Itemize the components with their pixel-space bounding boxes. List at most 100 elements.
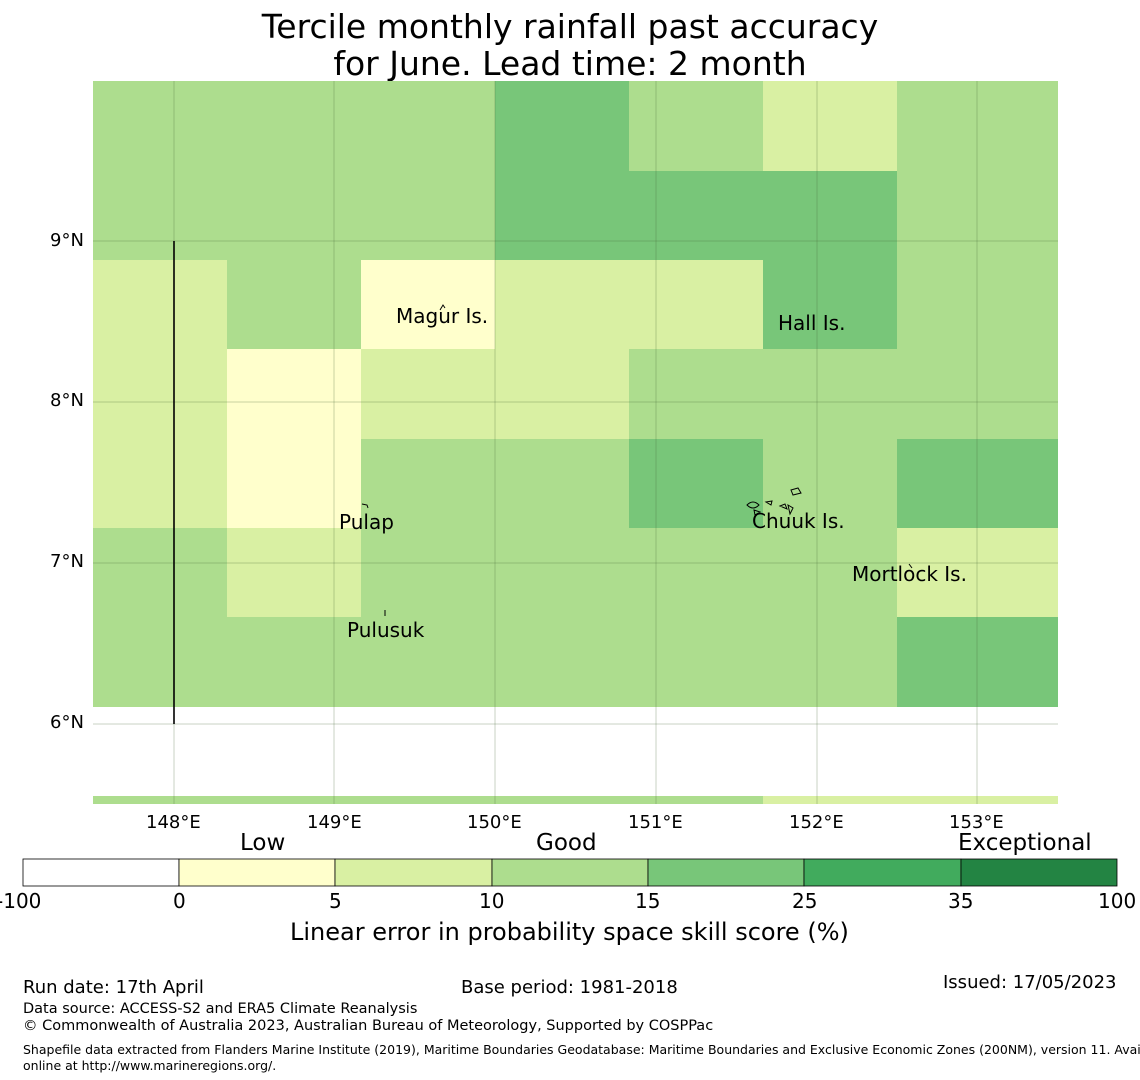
lat-tick-label: 9°N: [50, 230, 84, 251]
grid-cell: [361, 349, 495, 439]
grid-cell: [361, 171, 495, 260]
grid-cell: [763, 796, 897, 804]
grid-cell: [495, 349, 629, 439]
grid-cell: [93, 349, 227, 439]
grid-cell: [495, 171, 629, 260]
grid-cell: [361, 260, 495, 349]
lon-tick-label: 153°E: [949, 812, 1004, 833]
grid-cell: [227, 796, 361, 804]
shapefile-credit-line2: online at http://www.marineregions.org/.: [23, 1058, 277, 1073]
colorbar-segment: [491, 858, 649, 887]
pulap-outline: [361, 503, 369, 509]
island-outlines: [361, 304, 913, 616]
copyright: © Commonwealth of Australia 2023, Austra…: [23, 1018, 714, 1034]
grid-cell: [495, 81, 629, 171]
colorbar-title: Linear error in probability space skill …: [290, 918, 849, 946]
grid-cell: [629, 617, 763, 707]
mortlock-outline: [908, 563, 913, 569]
grid-cell: [629, 349, 763, 439]
grid-cell: [495, 796, 629, 804]
grid-cell: [93, 81, 227, 171]
grid-cell: [93, 528, 227, 617]
colorbar-category-good: Good: [536, 830, 597, 856]
grid-cell: [629, 439, 763, 528]
data-source: Data source: ACCESS-S2 and ERA5 Climate …: [23, 1001, 418, 1017]
island-label-magur: Magur Is.: [396, 304, 489, 328]
grid-cell: [361, 439, 495, 528]
island-label-pulusuk: Pulusuk: [347, 618, 425, 642]
colorbar-tick-label: -100: [0, 889, 42, 913]
grid-cell: [361, 81, 495, 171]
grid-cell: [361, 796, 495, 804]
grid-cell: [763, 81, 897, 171]
lat-tick-label: 8°N: [50, 390, 84, 411]
colorbar-tick-label: 100: [1098, 889, 1137, 913]
colorbar-segment: [178, 858, 336, 887]
grid-cell: [897, 260, 1058, 349]
issued-date: Issued: 17/05/2023: [943, 972, 1117, 993]
grid-cell: [629, 171, 763, 260]
grid-cell: [763, 260, 897, 349]
grid-cell: [227, 528, 361, 617]
grid-cell: [629, 528, 763, 617]
colorbar-tick-label: 5: [329, 889, 342, 913]
grid-cell: [93, 617, 227, 707]
grid-cell: [361, 617, 495, 707]
grid-cell: [897, 617, 1058, 707]
grid-cell: [227, 81, 361, 171]
grid-cell: [897, 528, 1058, 617]
colorbar-category-low: Low: [240, 830, 286, 856]
grid-cell: [93, 796, 227, 804]
lat-tick-label: 7°N: [50, 551, 84, 572]
grid-cell: [897, 439, 1058, 528]
colorbar-tick-label: 25: [792, 889, 818, 913]
grid-cell: [93, 439, 227, 528]
colorbar-category-exceptional: Exceptional: [958, 830, 1092, 856]
grid-cell: [629, 796, 763, 804]
grid-cell: [495, 439, 629, 528]
colorbar-segment: [960, 858, 1118, 887]
magur-outline: [439, 304, 446, 311]
grid-cell: [897, 81, 1058, 171]
lat-lon-gridlines: [93, 81, 1058, 804]
lon-tick-label: 148°E: [146, 812, 201, 833]
colorbar-segment: [22, 858, 180, 887]
base-period: Base period: 1981-2018: [461, 977, 678, 998]
grid-cell: [495, 617, 629, 707]
island-label-pulap: Pulap: [339, 510, 394, 534]
island-label-mortlock: Mortlock Is.: [852, 562, 967, 586]
lon-tick-label: 152°E: [789, 812, 844, 833]
map-title-line1: Tercile monthly rainfall past accuracy: [261, 7, 879, 46]
grid-cell: [495, 528, 629, 617]
colorbar-tick-label: 10: [479, 889, 505, 913]
colorbar-segment: [334, 858, 493, 887]
grid-cell: [227, 349, 361, 439]
grid-cell: [361, 528, 495, 617]
colorbar: [22, 858, 1118, 887]
grid-cell: [763, 439, 897, 528]
grid-cell: [897, 796, 1058, 804]
grid-cell: [763, 617, 897, 707]
grid-cell: [897, 349, 1058, 439]
grid-cell: [227, 260, 361, 349]
skill-grid: [93, 81, 1058, 804]
colorbar-tick-label: 35: [948, 889, 974, 913]
colorbar-tick-label: 0: [173, 889, 186, 913]
island-label-chuuk: Chuuk Is.: [752, 509, 845, 533]
lon-tick-label: 151°E: [628, 812, 683, 833]
lat-tick-label: 6°N: [50, 712, 84, 733]
island-label-hall: Hall Is.: [778, 311, 846, 335]
shapefile-credit-line1: Shapefile data extracted from Flanders M…: [23, 1042, 1140, 1057]
grid-cell: [763, 171, 897, 260]
lon-tick-label: 149°E: [307, 812, 362, 833]
colorbar-segment: [803, 858, 962, 887]
grid-cell: [227, 171, 361, 260]
grid-cell: [495, 260, 629, 349]
map-title-line2: for June. Lead time: 2 month: [333, 44, 807, 83]
lon-tick-label: 150°E: [467, 812, 522, 833]
grid-cell: [93, 260, 227, 349]
run-date: Run date: 17th April: [23, 977, 204, 998]
grid-cell: [629, 81, 763, 171]
grid-cell: [227, 439, 361, 528]
